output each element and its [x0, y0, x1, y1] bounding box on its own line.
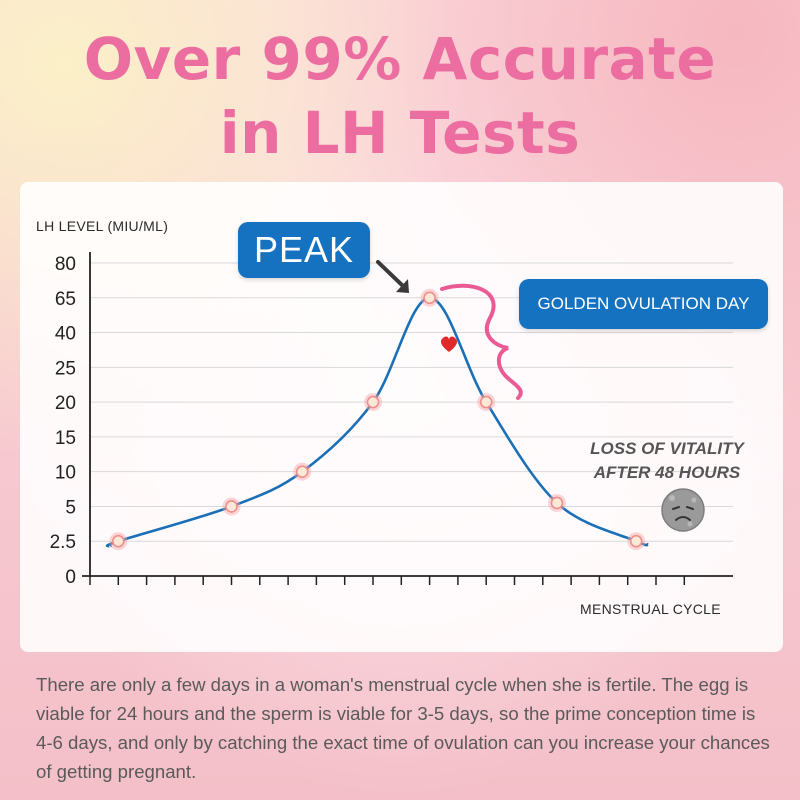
y-tick-label: 25: [55, 358, 76, 379]
data-point: [293, 462, 312, 481]
axes-layer: [82, 252, 733, 585]
data-point: [222, 497, 241, 516]
data-point: [364, 393, 382, 412]
headline-line-1: Over 99% Accurate: [83, 25, 717, 93]
y-tick-label: 5: [65, 497, 76, 518]
sad-face-icon: [661, 488, 705, 532]
description-text: There are only a few days in a woman's m…: [36, 674, 770, 782]
y-tick-label: 10: [55, 463, 76, 484]
data-point: [420, 288, 439, 307]
y-tick-label: 20: [55, 393, 76, 414]
y-tick-label: 40: [55, 324, 76, 345]
peak-badge: PEAK: [238, 222, 370, 278]
y-axis-label: LH LEVEL (MIU/ML): [36, 218, 169, 234]
y-tick-label: 65: [55, 289, 76, 310]
data-point: [547, 493, 566, 512]
loss-of-vitality-note: LOSS OF VITALITY AFTER 48 HOURS: [572, 437, 762, 485]
data-point: [627, 532, 646, 551]
chart-card: [20, 182, 783, 652]
lh-curve-line: [105, 296, 650, 548]
data-point: [109, 532, 128, 551]
y-tick-label: 2.5: [50, 532, 76, 553]
y-tick-labels: 0 2.5 5 10 15 20 25 40 65 80: [50, 254, 76, 588]
data-point: [477, 393, 496, 412]
heart-icon: [441, 336, 457, 352]
peak-arrow-icon: [376, 260, 409, 293]
y-tick-label: 0: [65, 567, 76, 588]
loss-note-line-2: AFTER 48 HOURS: [593, 463, 741, 482]
data-points: [109, 288, 646, 551]
y-tick-label: 80: [55, 254, 76, 275]
headline-line-2: in LH Tests: [219, 99, 581, 167]
y-tick-label: 15: [55, 428, 76, 449]
headline: Over 99% Accurate in LH Tests: [0, 22, 800, 170]
loss-note-line-1: LOSS OF VITALITY: [590, 439, 744, 458]
golden-ovulation-day-badge: GOLDEN OVULATION DAY: [519, 279, 768, 329]
curly-brace-icon: [440, 283, 523, 400]
grid-layer: [90, 262, 733, 542]
x-axis-label: MENSTRUAL CYCLE: [580, 601, 721, 617]
